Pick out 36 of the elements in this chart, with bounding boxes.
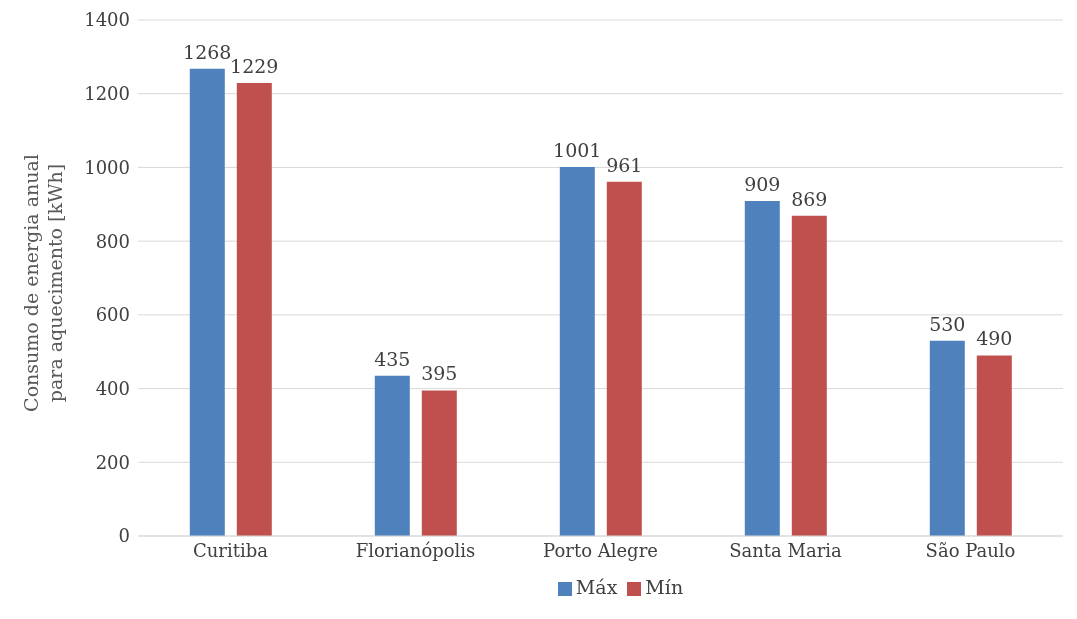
data-label: 1001: [553, 139, 602, 162]
data-label: 395: [421, 362, 458, 385]
bar: [559, 167, 595, 536]
data-label: 1268: [183, 40, 232, 63]
bar: [606, 181, 642, 536]
y-tick-label: 800: [95, 230, 130, 252]
data-label: 909: [744, 172, 781, 195]
data-label: 961: [606, 153, 643, 176]
bar: [189, 68, 225, 536]
y-tick-label: 1400: [84, 9, 130, 31]
bar: [744, 200, 780, 536]
y-axis-title: Consumo de energia anual para aquecimento [kWh]: [20, 154, 66, 412]
y-tick-label: 200: [95, 451, 130, 473]
x-tick-label: Santa Maria: [729, 539, 843, 561]
bar: [421, 390, 457, 536]
data-label: 1229: [230, 55, 279, 78]
y-tick-label: 0: [118, 525, 130, 547]
data-label: 490: [976, 327, 1013, 350]
bar: [976, 355, 1012, 536]
bar: [374, 375, 410, 536]
x-tick-label: São Paulo: [925, 539, 1016, 561]
x-tick-label: Florianópolis: [355, 539, 476, 561]
x-tick-label: Porto Alegre: [543, 539, 658, 561]
legend-label: Máx: [575, 576, 618, 598]
bar: [791, 215, 827, 536]
x-tick-label: Curitiba: [193, 539, 269, 561]
bar: [236, 83, 272, 536]
y-tick-label: 600: [95, 304, 130, 326]
data-label: 869: [791, 187, 828, 210]
bar: [929, 340, 965, 536]
y-tick-label: 1000: [84, 156, 130, 178]
data-label: 435: [374, 347, 411, 370]
y-tick-label: 1200: [84, 83, 130, 105]
y-tick-label: 400: [95, 377, 130, 399]
legend-label: Mín: [645, 576, 684, 598]
data-label: 530: [929, 312, 966, 335]
